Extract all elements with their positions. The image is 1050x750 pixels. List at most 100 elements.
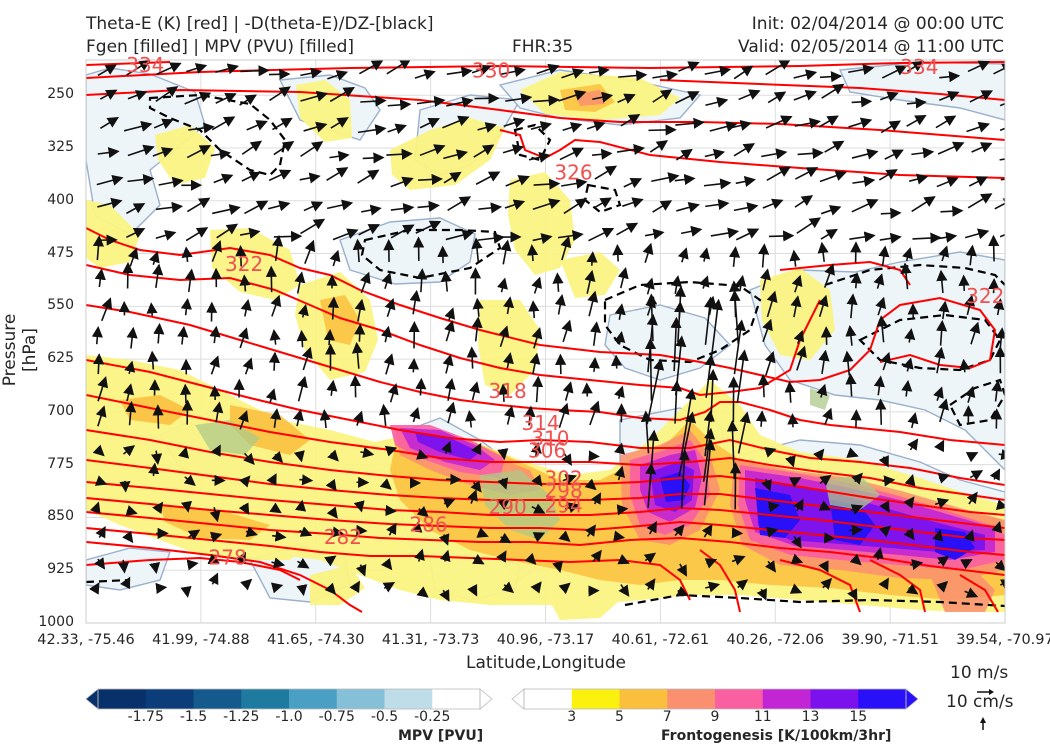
wind-vector — [852, 175, 876, 187]
wind-vector — [670, 380, 683, 424]
wind-vector — [504, 405, 515, 425]
x-tick-label: 39.54, -70.97 — [956, 632, 1050, 648]
wind-vector — [766, 526, 779, 538]
wind-vector — [793, 498, 804, 512]
wind-vector — [443, 149, 469, 161]
wind-vector — [676, 585, 689, 597]
wind-vector — [873, 375, 885, 396]
wind-vector — [268, 68, 291, 80]
wind-vector — [561, 319, 573, 343]
wind-vector — [267, 200, 291, 212]
x-axis-label: Latitude,Longitude — [466, 653, 626, 673]
wind-vector — [562, 474, 577, 485]
wind-vector — [268, 351, 281, 371]
wind-vector — [614, 330, 626, 345]
wind-vector — [471, 316, 483, 342]
wind-vector — [352, 238, 364, 263]
wind-vector — [477, 122, 497, 133]
wind-vector — [360, 95, 387, 107]
wind-vector — [326, 199, 354, 211]
wind-vector — [733, 202, 759, 214]
wind-vector — [616, 504, 629, 516]
wind-vector — [588, 356, 600, 372]
wind-vector — [122, 445, 136, 457]
theta-e-contour-label: 278 — [209, 546, 247, 570]
wind-vector — [993, 298, 1005, 316]
wind-vector — [880, 351, 892, 371]
wind-vector — [119, 480, 131, 493]
theta-e-contour-label: 298 — [545, 479, 583, 503]
wind-vector — [848, 64, 875, 76]
wind-vector — [125, 400, 137, 426]
wind-vector — [819, 474, 832, 486]
colorbars — [85, 688, 919, 710]
wind-vector — [294, 271, 306, 294]
wind-vector — [704, 65, 732, 77]
wind-vector — [965, 452, 979, 463]
wind-vector — [185, 227, 209, 242]
wind-vector — [213, 173, 234, 185]
wind-vector — [355, 564, 367, 577]
wind-vector — [964, 228, 990, 240]
title-forecast-hour: FHR:35 — [512, 37, 574, 57]
wind-vector — [125, 505, 138, 516]
wind-vector — [735, 228, 760, 241]
wind-vector — [323, 328, 335, 346]
wind-vector — [999, 579, 1005, 590]
wind-vector — [532, 532, 546, 543]
theta-e-contours — [86, 61, 1005, 613]
wind-vector — [819, 170, 847, 183]
wind-vector — [643, 277, 655, 295]
wind-vector — [358, 224, 381, 236]
wind-vector — [823, 532, 836, 544]
y-tick-label: 475 — [47, 244, 74, 261]
y-tick-label: 625 — [47, 350, 74, 367]
wind-vector — [272, 530, 287, 542]
wind-vector — [409, 289, 421, 315]
wind-vector — [676, 201, 700, 213]
wind-vector — [988, 234, 1000, 262]
wind-vector — [268, 169, 292, 182]
wind-vector — [617, 267, 629, 289]
wind-vector — [554, 294, 566, 315]
x-tick-label: 41.99, -74.88 — [152, 632, 250, 648]
wind-vector — [272, 117, 293, 131]
wind-vector — [360, 271, 371, 294]
colorbar-segment — [241, 689, 290, 709]
wind-vector — [791, 274, 803, 293]
wind-vector — [591, 148, 613, 160]
wind-vector — [239, 274, 251, 292]
wind-vector — [269, 328, 281, 345]
wind-vector — [797, 147, 824, 159]
wind-vector — [152, 263, 164, 288]
title-init-time: Init: 02/04/2014 @ 00:00 UTC — [751, 14, 1004, 34]
wind-vector — [906, 60, 925, 72]
y-tick-label: 400 — [47, 191, 74, 208]
wind-vector — [382, 581, 396, 593]
wind-scale-arrows — [977, 689, 994, 730]
wind-vector — [240, 578, 253, 591]
y-tick-label: 325 — [47, 138, 74, 155]
wind-vector — [842, 350, 854, 376]
wind-vector — [678, 411, 696, 477]
wind-vector — [938, 245, 950, 262]
wind-vector — [912, 232, 942, 244]
wind-vector — [445, 229, 474, 241]
wind-vector — [270, 408, 282, 429]
wind-vector — [704, 558, 718, 569]
wind-vector — [91, 325, 103, 345]
wind-vector — [502, 144, 525, 156]
wind-vector — [271, 557, 286, 569]
wind-vector — [332, 228, 359, 241]
wind-vector — [991, 379, 1003, 402]
wind-vector — [146, 302, 158, 316]
colorbar-segment — [571, 689, 620, 709]
wind-vector — [674, 173, 696, 186]
colorbar-segment — [432, 689, 481, 709]
wind-vector — [177, 325, 189, 345]
wind-vector — [618, 584, 630, 597]
wind-vector — [880, 120, 901, 134]
wind-vector — [444, 320, 455, 342]
wind-vector — [935, 231, 958, 243]
wind-vector — [123, 120, 153, 132]
